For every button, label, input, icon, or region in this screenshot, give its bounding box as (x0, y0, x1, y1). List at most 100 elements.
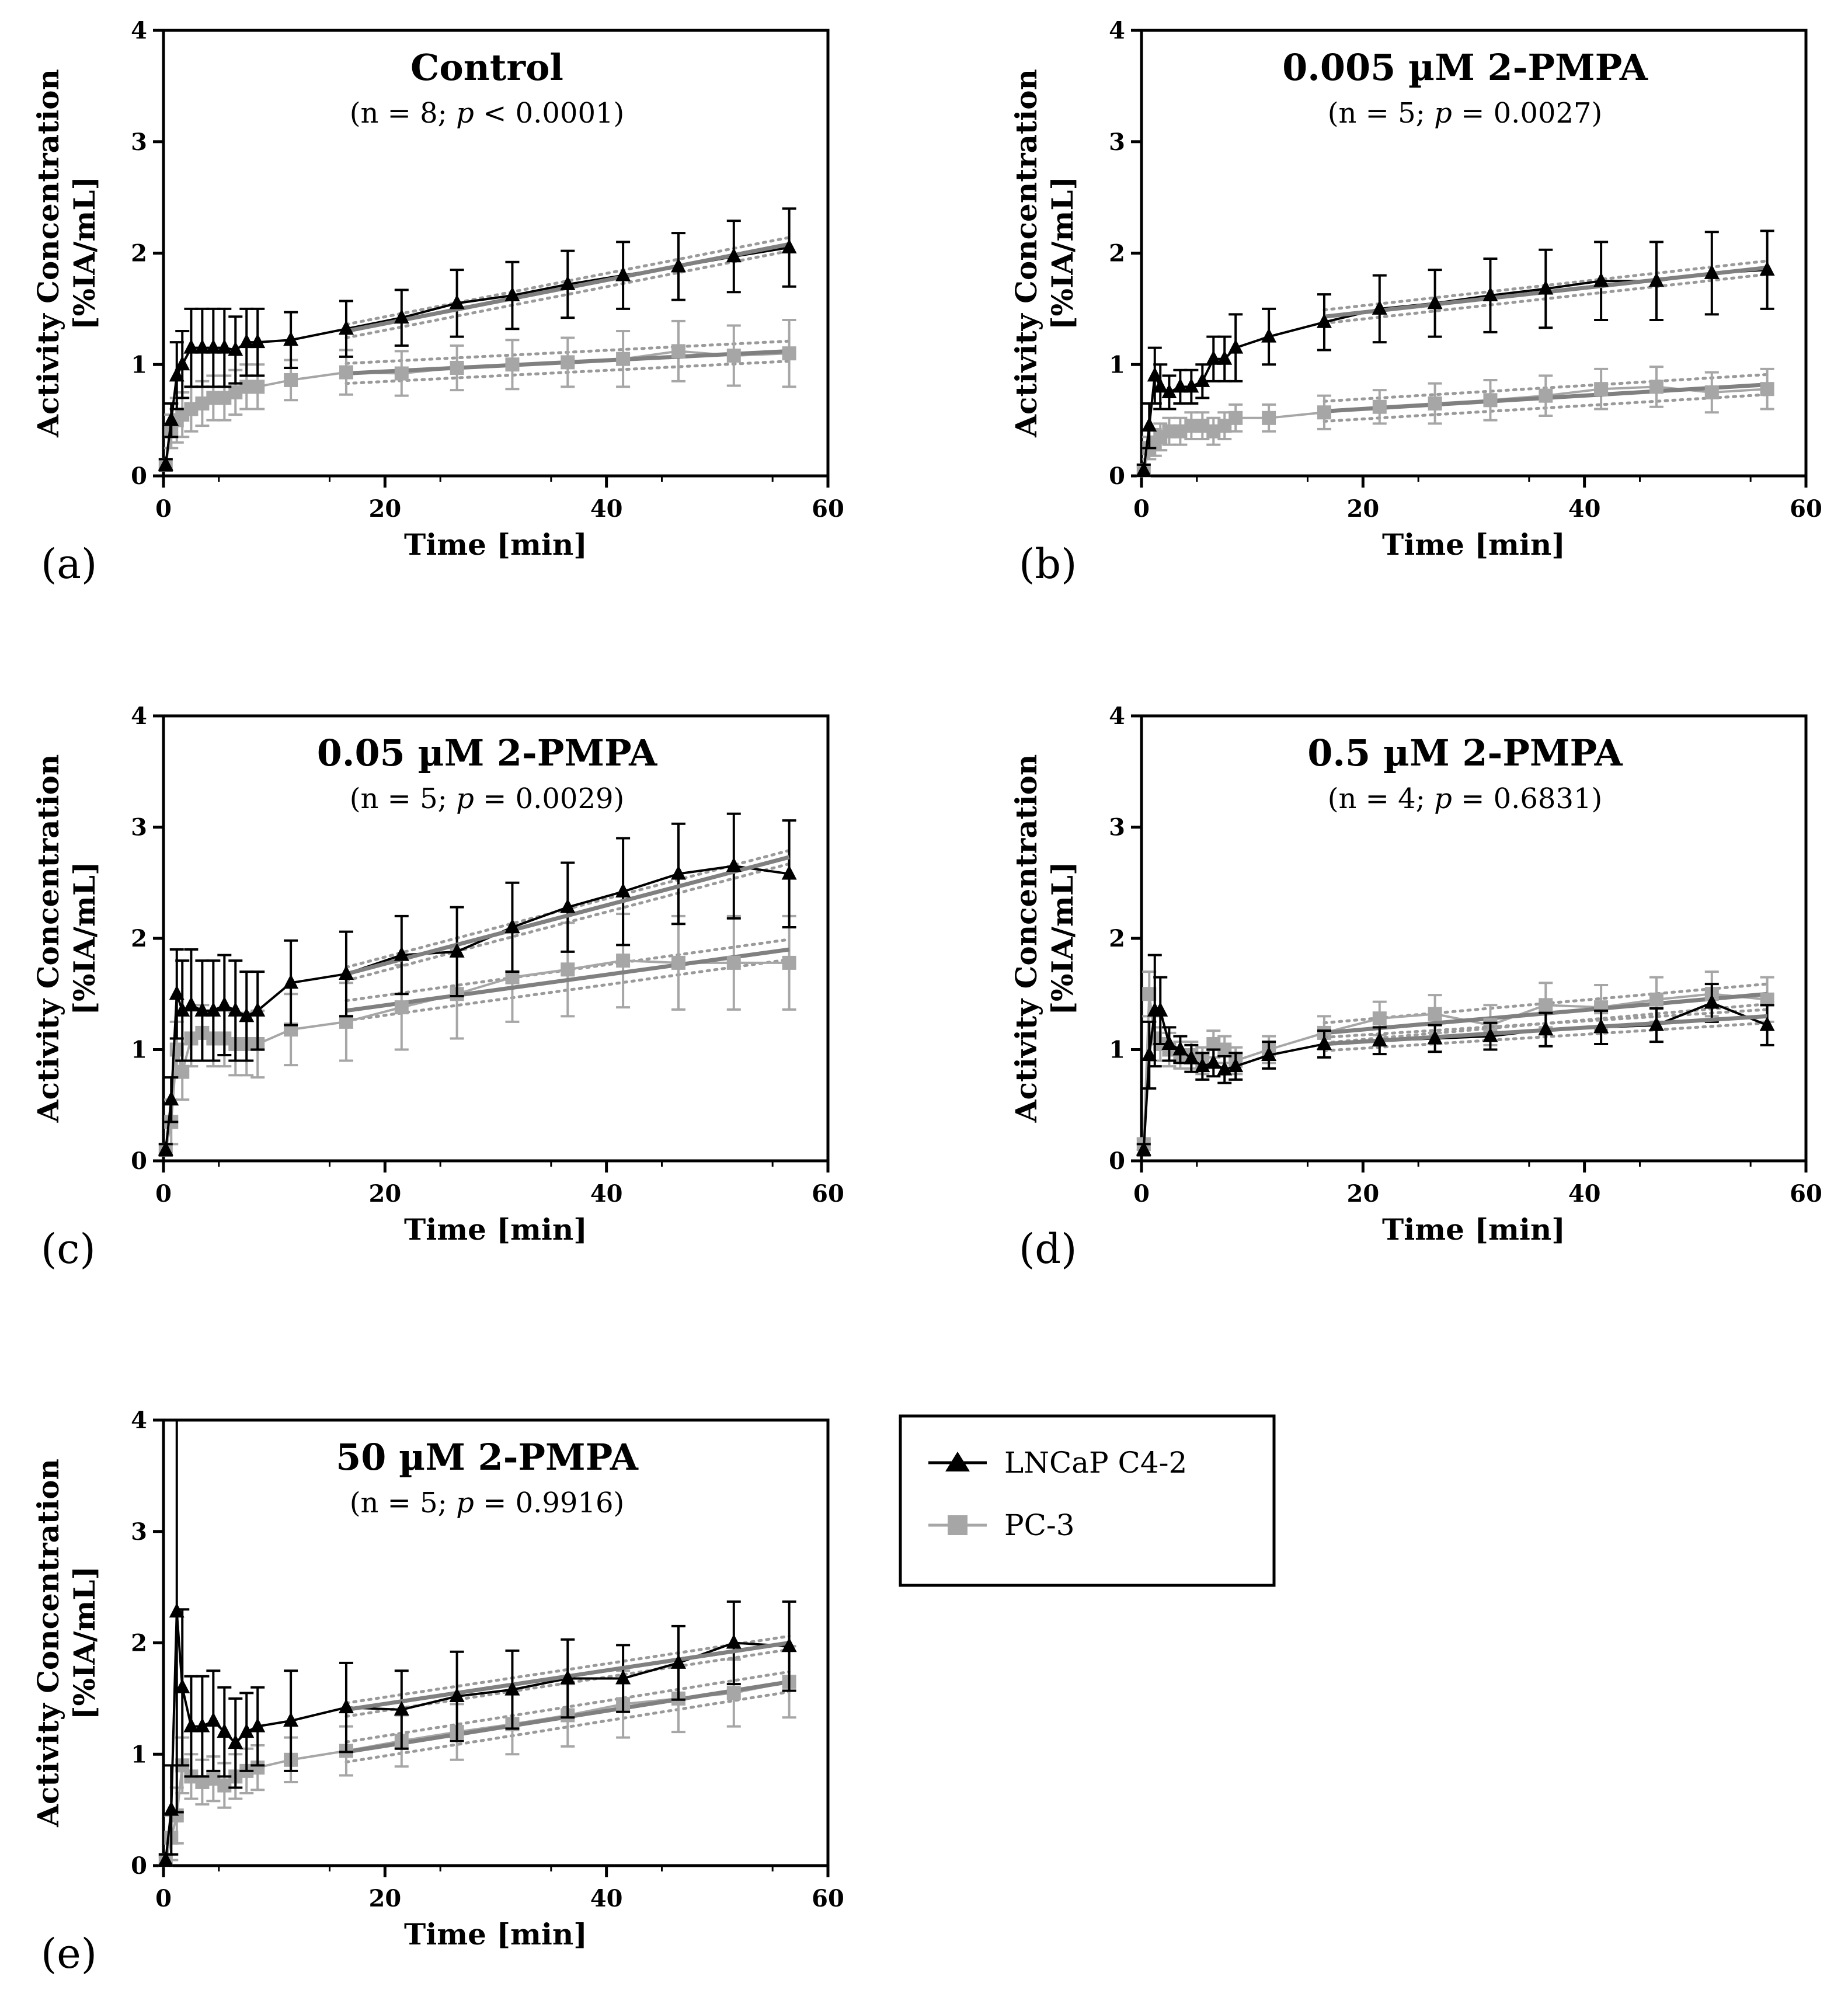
data-point-square (726, 955, 741, 970)
x-tick-label: 0 (155, 1180, 172, 1208)
y-tick-label: 4 (1109, 17, 1125, 44)
data-point-triangle (615, 1669, 631, 1685)
data-point-triangle (560, 898, 576, 913)
data-point-triangle (1316, 1035, 1332, 1050)
data-point-square (726, 1686, 741, 1700)
data-point-triangle (1427, 294, 1443, 309)
data-point-square (284, 373, 298, 387)
data-point-square (616, 352, 631, 366)
y-axis-label: Activity Concentration (1009, 754, 1043, 1123)
data-point-triangle (158, 1851, 173, 1866)
y-axis-label: Activity Concentration (1009, 69, 1043, 438)
panel-label: (e) (41, 1930, 97, 1978)
data-point-triangle (1228, 339, 1244, 354)
x-tick-label: 20 (368, 1885, 401, 1912)
x-tick-label: 0 (155, 1885, 172, 1912)
data-point-triangle (163, 1091, 179, 1106)
data-point-triangle (394, 1700, 409, 1716)
data-point-triangle (449, 294, 465, 309)
series-pc3 (158, 1645, 796, 1867)
data-point-triangle (1427, 1029, 1443, 1045)
y-tick-label: 3 (1109, 128, 1125, 156)
data-point-triangle (158, 1140, 173, 1156)
data-point-square (1262, 410, 1276, 425)
data-point-triangle (1593, 272, 1609, 287)
x-tick-label: 60 (1790, 495, 1822, 523)
x-tick-label: 40 (1568, 1180, 1601, 1208)
data-point-triangle (560, 275, 576, 290)
series-lncap (158, 1420, 797, 1867)
data-point-triangle (175, 1678, 190, 1693)
panel-label: (b) (1019, 540, 1077, 588)
legend-item-lncap: LNCaP C4-2 (928, 1446, 1187, 1480)
confidence-band-lower (344, 1690, 791, 1764)
data-point-triangle (338, 320, 354, 335)
data-point-triangle (228, 1001, 243, 1017)
data-point-triangle (250, 1001, 266, 1017)
data-point-triangle (217, 996, 232, 1011)
panel-subtitle: (n = 4; p = 0.6831) (1328, 782, 1603, 815)
subtitle-p: p (456, 1487, 474, 1519)
data-point-triangle (175, 356, 190, 371)
regression-line (346, 855, 790, 976)
x-tick-label: 40 (590, 1180, 623, 1208)
subtitle-p: p (456, 97, 474, 130)
data-point-square (561, 962, 575, 977)
panel-subtitle: (n = 5; p = 0.9916) (350, 1487, 625, 1519)
data-point-triangle (1538, 280, 1554, 295)
legend-item-pc3: PC-3 (928, 1508, 1075, 1542)
panel-subtitle: (n = 5; p = 0.0027) (1328, 97, 1603, 130)
y-tick-label: 1 (1109, 1036, 1125, 1064)
data-point-square (671, 955, 685, 970)
data-point-triangle (1172, 378, 1188, 393)
data-point-triangle (615, 266, 631, 281)
regression-line (346, 947, 790, 1013)
legend-box (899, 1414, 1276, 1587)
data-point-triangle (1161, 1035, 1177, 1050)
series-pc3 (158, 913, 796, 1157)
data-point-triangle (217, 1723, 232, 1738)
data-point-triangle (1136, 1140, 1151, 1156)
series-pc3 (1136, 970, 1774, 1151)
data-point-square (339, 365, 353, 380)
data-point-square (1372, 1011, 1387, 1026)
subtitle-n: (n = 4; (1328, 782, 1434, 815)
panel-subtitle: (n = 8; p < 0.0001) (350, 97, 625, 130)
data-point-triangle (1141, 1046, 1157, 1062)
data-point-triangle (1372, 300, 1387, 315)
data-point-triangle (1228, 1057, 1244, 1073)
data-point-triangle (1482, 286, 1498, 301)
subtitle-n: (n = 8; (350, 97, 456, 130)
data-point-square (1483, 393, 1498, 408)
data-point-triangle (449, 1688, 465, 1703)
legend-label-pc3: PC-3 (1004, 1508, 1075, 1542)
y-axis-label: Activity Concentration (31, 754, 65, 1123)
data-point-square (1372, 399, 1387, 414)
y-tick-label: 3 (131, 814, 147, 841)
data-point-square (1539, 998, 1553, 1013)
x-tick-label: 0 (155, 495, 172, 523)
panel-title: 0.5 µM 2-PMPA (1307, 732, 1623, 774)
data-point-square (1228, 410, 1243, 425)
y-tick-label: 2 (131, 1630, 147, 1657)
series-lncap (158, 207, 797, 472)
x-axis-label: Time [min] (1382, 527, 1565, 562)
data-point-triangle (217, 339, 232, 354)
data-point-triangle (670, 258, 686, 273)
data-point-triangle (394, 946, 409, 961)
data-point-square (1428, 1007, 1442, 1021)
y-axis-unit: [%IA/mL] (1045, 861, 1080, 1015)
data-point-triangle (560, 1669, 576, 1685)
data-point-triangle (1261, 328, 1277, 343)
subtitle-p: p (1434, 97, 1452, 130)
y-tick-label: 2 (131, 240, 147, 267)
data-point-square (450, 360, 464, 375)
data-point-triangle (726, 248, 742, 263)
data-point-square (1649, 380, 1663, 394)
data-point-triangle (1759, 261, 1775, 276)
x-tick-label: 0 (1133, 495, 1150, 523)
